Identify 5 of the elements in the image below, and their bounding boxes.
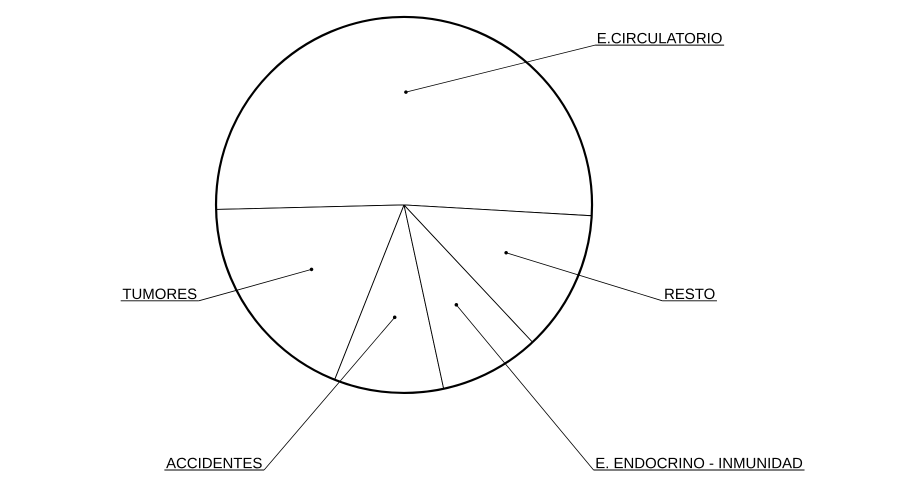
slice-label: RESTO bbox=[665, 288, 715, 300]
slice-label: E. ENDOCRINO - INMUNIDAD bbox=[596, 458, 802, 468]
slice-label: ACCIDENTES bbox=[166, 458, 262, 468]
slice-label: TUMORES bbox=[122, 288, 196, 300]
slice-label: E.CIRCULATORIO bbox=[598, 32, 722, 44]
